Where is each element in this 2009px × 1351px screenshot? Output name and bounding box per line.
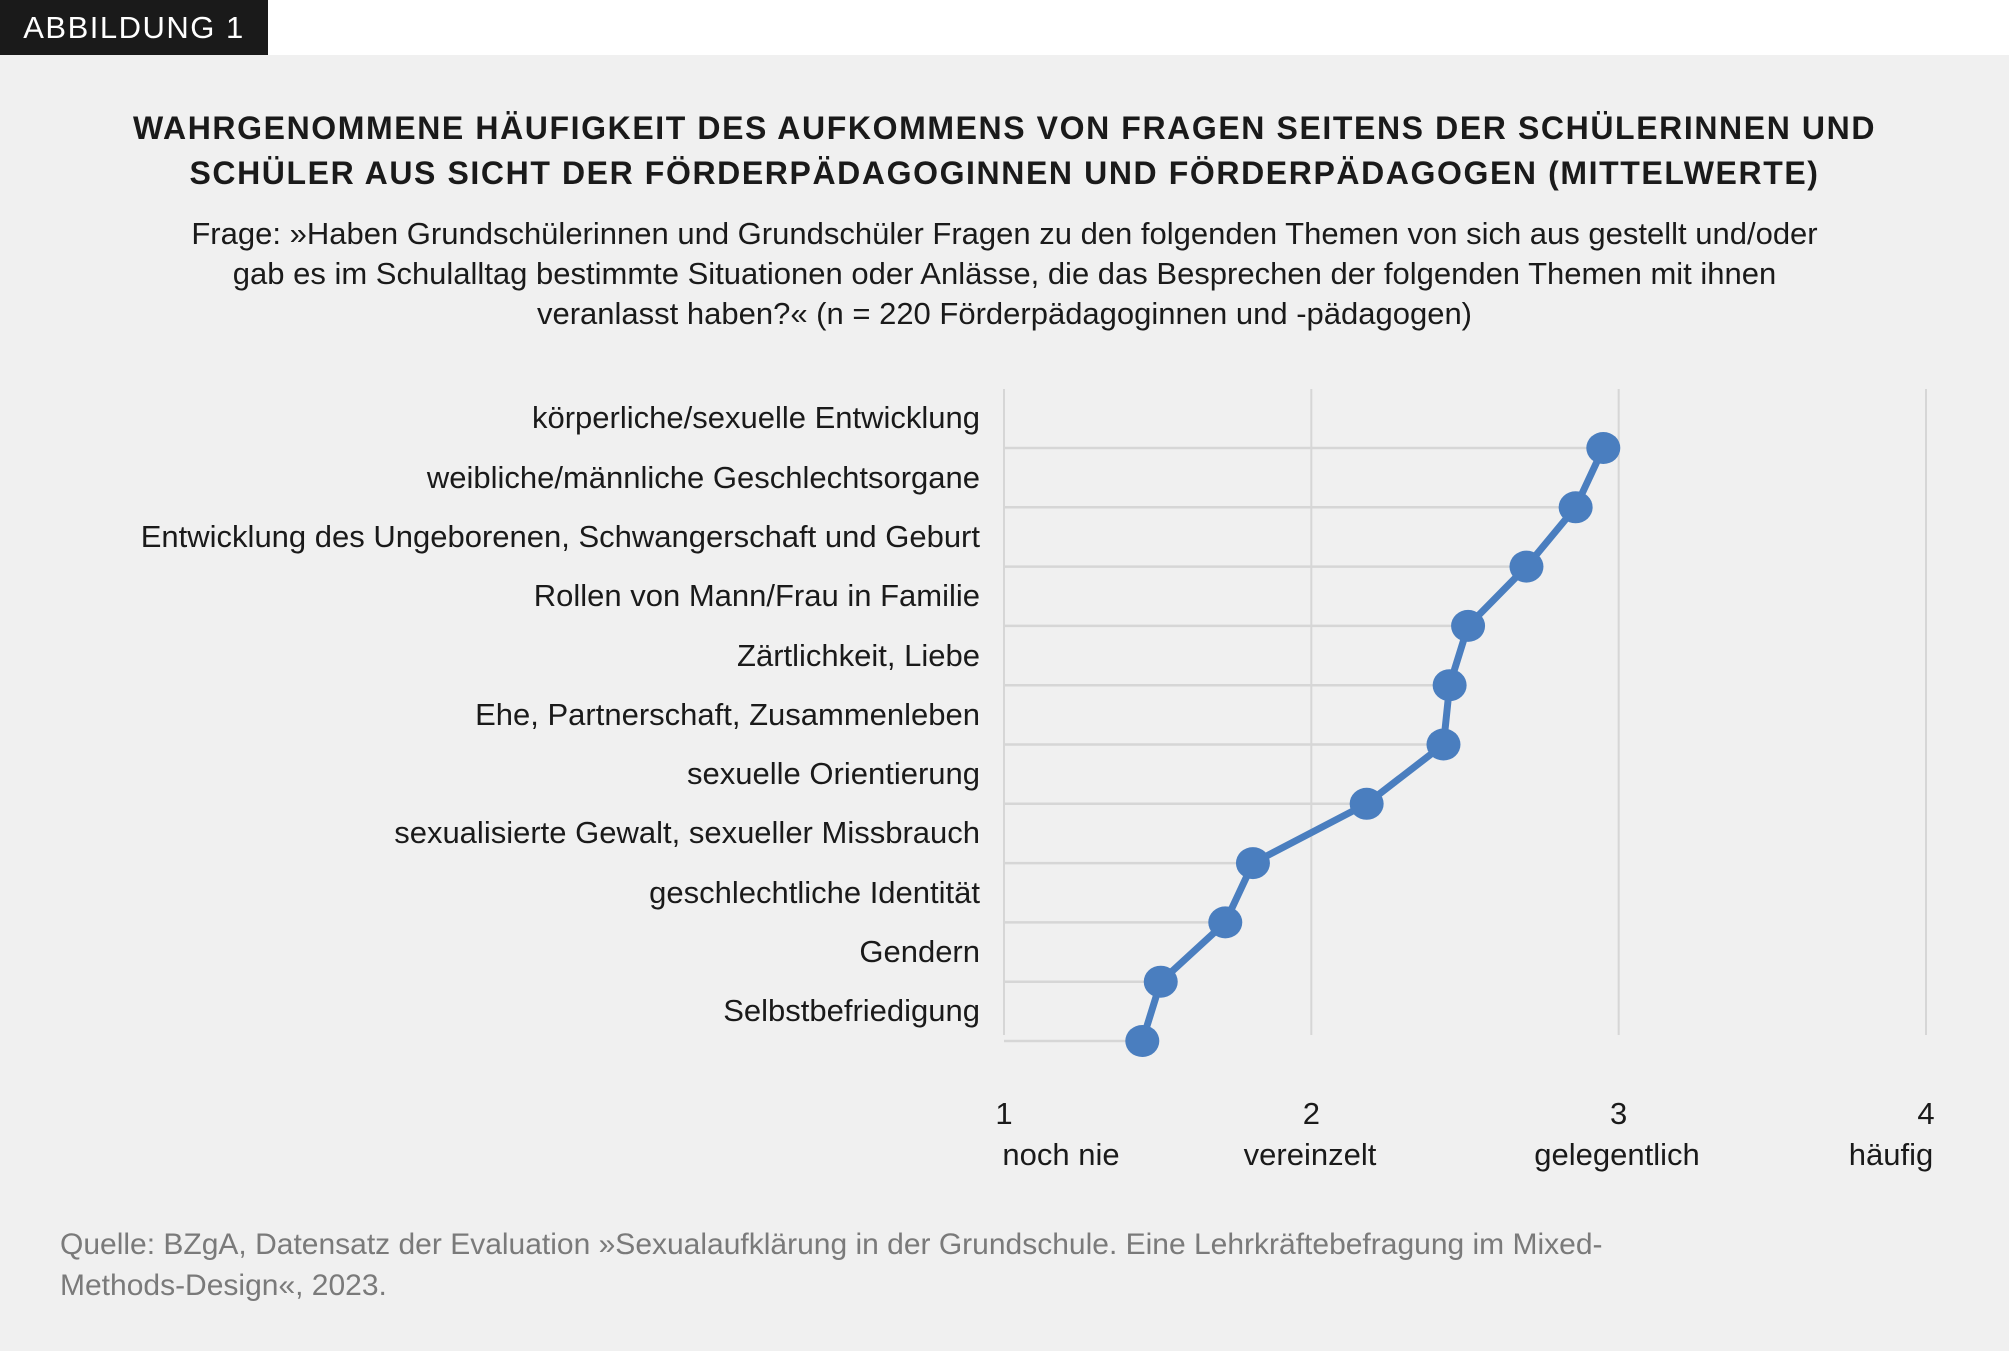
title-line: SCHÜLER AUS SICHT DER FÖRDERPÄDAGOGINNEN… (189, 155, 1820, 191)
x-category-label: noch nie (1002, 1137, 1120, 1172)
x-tick-label: 2 (1302, 1096, 1320, 1131)
subtitle-line: gab es im Schulalltag bestimmte Situatio… (232, 256, 1777, 291)
y-category-label: geschlechtliche Identität (649, 874, 980, 910)
y-category-label: sexualisierte Gewalt, sexueller Missbrau… (394, 815, 980, 851)
chart-subtitle: Frage: »Haben Grundschülerinnen und Grun… (80, 214, 1929, 334)
data-point (1558, 491, 1593, 524)
data-point (1349, 787, 1384, 820)
y-category-label: Rollen von Mann/Frau in Familie (533, 578, 980, 614)
x-category-label: vereinzelt (1243, 1137, 1377, 1172)
title-line: WAHRGENOMMENE HÄUFIGKEIT DES AUFKOMMENS … (132, 110, 1877, 146)
data-point (1451, 609, 1486, 642)
y-category-label: weibliche/männliche Geschlechtsorgane (426, 459, 980, 495)
source-note: Quelle: BZgA, Datensatz der Evaluation »… (60, 1224, 1860, 1306)
data-point (1208, 906, 1243, 939)
data-point (1235, 847, 1270, 880)
x-category-label: häufig (1848, 1137, 1934, 1172)
figure-tag: ABBILDUNG 1 (0, 0, 268, 55)
data-point (1586, 432, 1621, 464)
y-category-label: Entwicklung des Ungeborenen, Schwangersc… (140, 518, 980, 554)
y-category-label: Gendern (859, 934, 980, 970)
data-point (1426, 728, 1461, 761)
x-tick-label: 1 (995, 1096, 1013, 1131)
source-line: Methods-Design«, 2023. (60, 1269, 387, 1302)
y-category-label: Ehe, Partnerschaft, Zusammenleben (475, 696, 980, 732)
y-category-label: Zärtlichkeit, Liebe (737, 637, 980, 673)
y-category-label: sexuelle Orientierung (687, 756, 980, 792)
data-point (1432, 669, 1467, 702)
x-tick-label: 4 (1917, 1096, 1935, 1131)
subtitle-line: veranlasst haben?« (n = 220 Förderpädago… (536, 296, 1473, 331)
y-category-label: körperliche/sexuelle Entwicklung (531, 400, 980, 436)
data-point (1143, 965, 1178, 998)
data-point (1509, 550, 1544, 583)
chart-title: WAHRGENOMMENE HÄUFIGKEIT DES AUFKOMMENS … (60, 106, 1949, 196)
subtitle-line: Frage: »Haben Grundschülerinnen und Grun… (191, 216, 1818, 251)
source-line: Quelle: BZgA, Datensatz der Evaluation »… (60, 1228, 1603, 1261)
data-point (1125, 1025, 1160, 1057)
x-category-label: gelegentlich (1534, 1137, 1700, 1172)
y-category-label: Selbstbefriedigung (723, 993, 980, 1029)
x-tick-label: 3 (1610, 1096, 1628, 1131)
